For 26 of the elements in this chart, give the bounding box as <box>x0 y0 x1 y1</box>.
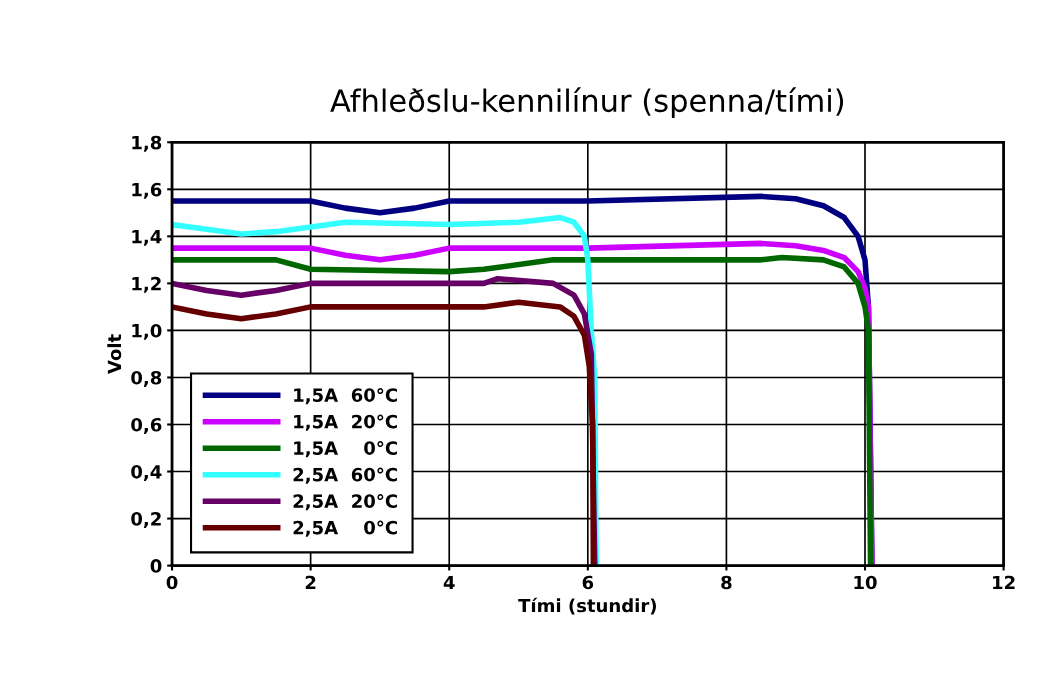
x-tick-label: 0 <box>166 575 178 590</box>
legend-label: 1,5A 20°C <box>294 414 397 431</box>
x-tick-label: 2 <box>305 575 316 590</box>
legend-label: 2,5A 60°C <box>293 467 397 484</box>
x-tick-label: 6 <box>582 575 594 590</box>
legend-label: 1,5A 0°C <box>294 441 397 458</box>
y-tick-label: 1,4 <box>132 230 162 246</box>
y-tick-label: 1,6 <box>132 182 162 199</box>
x-axis-title: Tími (stundir) <box>518 597 656 615</box>
chart-title: Afhleðslu-kennilínur (spenna/tími) <box>330 87 844 119</box>
y-tick-label: 0,8 <box>131 370 162 387</box>
y-tick-label: 0 <box>150 559 162 573</box>
x-tick-label: 10 <box>854 575 877 590</box>
x-tick-label: 4 <box>443 575 455 590</box>
legend-label: 2,5A 0°C <box>293 520 397 537</box>
x-tick-label: 8 <box>721 575 732 590</box>
y-tick-label: 1,0 <box>132 323 162 340</box>
y-tick-label: 0,4 <box>131 464 162 481</box>
y-tick-label: 0,2 <box>131 512 161 528</box>
y-tick-label: 1,8 <box>132 135 162 152</box>
y-axis-title: Volt <box>107 334 122 374</box>
legend-label: 1,5A 60°C <box>294 388 397 405</box>
legend-label: 2,5A 20°C <box>293 494 397 511</box>
y-tick-label: 1,2 <box>132 276 161 293</box>
x-tick-label: 12 <box>993 575 1015 590</box>
y-tick-label: 0,6 <box>131 417 162 434</box>
